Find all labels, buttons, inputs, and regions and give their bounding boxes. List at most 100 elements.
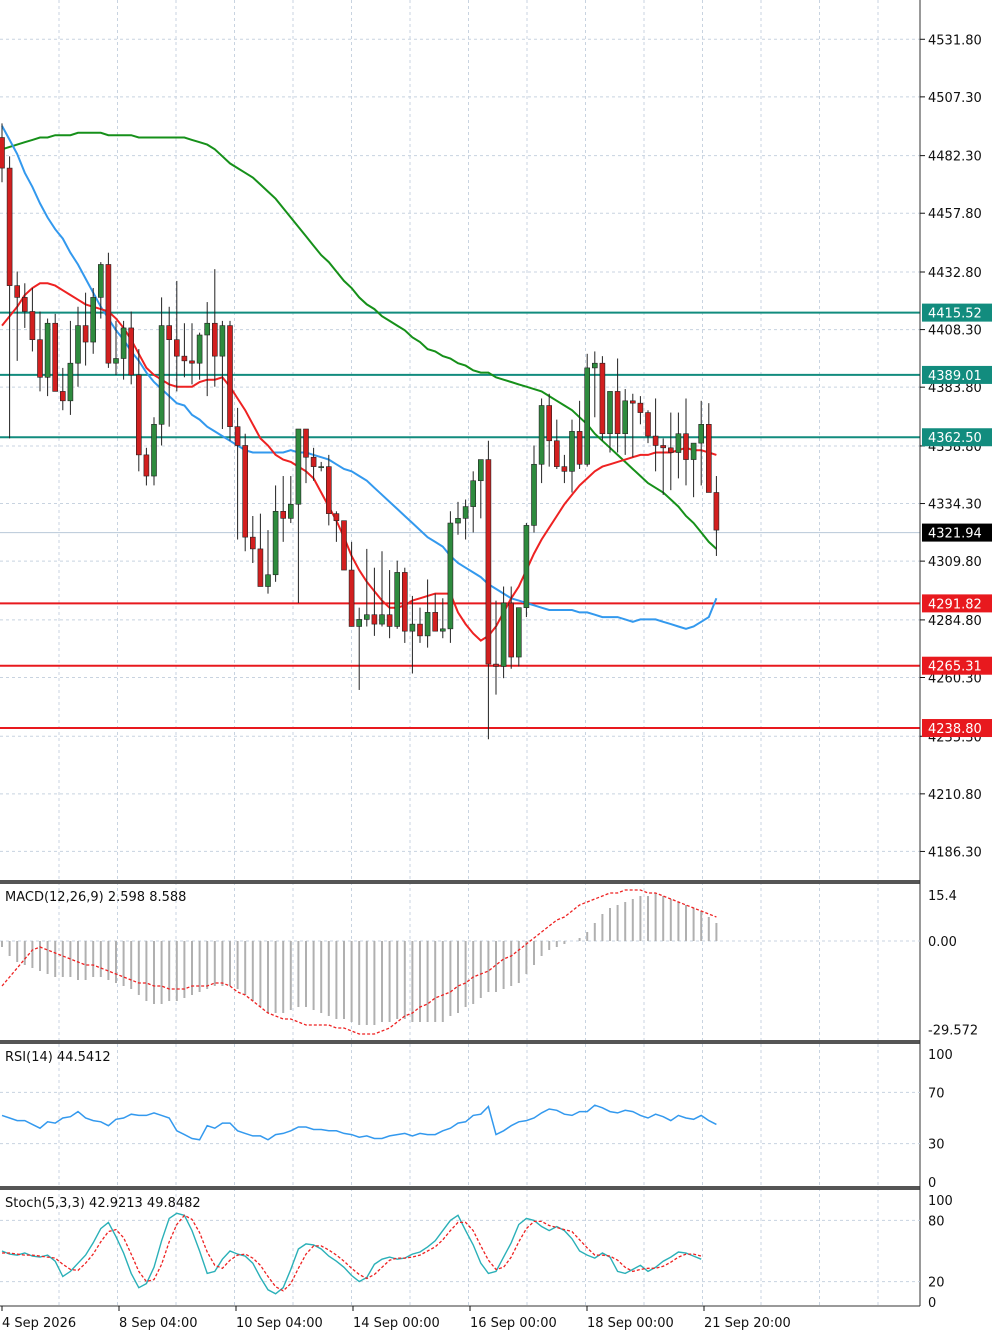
candle-body — [576, 431, 583, 465]
candle-body — [219, 325, 226, 357]
stoch-tick-label: 20 — [928, 1276, 945, 1291]
candle-body — [690, 442, 697, 460]
price-tick-label: 4432.80 — [928, 266, 982, 281]
level-tag — [922, 719, 992, 738]
macd-title: MACD(12,26,9) 2.598 8.588 — [5, 890, 186, 905]
level-tag-label: 4389.01 — [928, 369, 982, 384]
candle-body — [227, 325, 233, 427]
candle-body — [599, 362, 606, 435]
candle-body — [158, 325, 165, 425]
candle-body — [470, 480, 477, 507]
candle-body — [667, 447, 674, 453]
candle-body — [280, 510, 287, 519]
candle-body — [212, 322, 218, 357]
candle-body — [204, 322, 210, 336]
candle-body — [174, 339, 180, 357]
candle-body — [432, 612, 439, 632]
price-tick-label: 4309.80 — [928, 555, 982, 570]
current-price-label: 4321.94 — [928, 527, 982, 542]
stoch-d-line — [2, 1214, 702, 1292]
time-tick-label: 21 Sep 20:00 — [704, 1316, 791, 1331]
candle-body — [675, 433, 682, 453]
candle-body — [52, 322, 59, 392]
candle-body — [234, 426, 241, 446]
rsi-line — [1, 1104, 717, 1141]
candle-body — [713, 492, 720, 531]
panel-separator — [0, 1186, 920, 1190]
candle-body — [341, 520, 347, 571]
candle-body — [196, 334, 203, 364]
level-tag — [922, 428, 992, 447]
candle-body — [705, 424, 712, 493]
candle-body — [455, 518, 461, 524]
moving-averages — [1, 125, 718, 642]
candle-body — [166, 325, 172, 340]
candle-body — [660, 445, 667, 449]
indicator-panels: MACD(12,26,9) 2.598 8.588 15.4 0.00 -29.572… — [0, 0, 978, 1311]
candle-body — [553, 440, 560, 467]
macd-tick-label: -29.572 — [928, 1024, 978, 1039]
candle-body — [287, 503, 294, 519]
price-tick-label: 4210.80 — [928, 788, 982, 803]
ma-fast-line — [1, 282, 717, 642]
candle-body — [417, 623, 423, 637]
price-tick-label: 4334.30 — [928, 498, 982, 513]
macd-tick-label: 15.4 — [928, 889, 957, 904]
price-tick-label: 4457.80 — [928, 207, 982, 222]
price-tick-label: 4284.80 — [928, 614, 982, 629]
time-tick-label: 14 Sep 00:00 — [353, 1316, 440, 1331]
time-tick-label: 8 Sep 04:00 — [119, 1316, 198, 1331]
candle-body — [508, 602, 515, 658]
candle-body — [303, 428, 309, 458]
grid-lines — [0, 0, 920, 1306]
candle-body — [348, 569, 355, 627]
candle-body — [136, 374, 142, 456]
price-tick-label: 4531.80 — [928, 33, 982, 48]
panel-separator — [0, 880, 920, 884]
price-tick-label: 4482.30 — [928, 150, 982, 165]
candle-body — [189, 360, 195, 364]
candle-body — [485, 459, 492, 665]
candle-body — [371, 614, 378, 625]
candle-body — [447, 522, 454, 630]
panel-separator — [0, 1040, 920, 1044]
candle-body — [143, 454, 150, 477]
price-tick-label: 4383.80 — [928, 381, 982, 396]
time-axis: 4 Sep 2026 8 Sep 04:00 10 Sep 04:00 14 Sep … — [1, 1306, 791, 1331]
candle-body — [250, 536, 256, 550]
candle-body — [386, 614, 393, 627]
candle-body — [538, 405, 545, 465]
level-tag — [922, 656, 992, 675]
time-tick-label: 18 Sep 00:00 — [587, 1316, 674, 1331]
candle-body — [698, 424, 705, 444]
candle-body — [181, 355, 188, 362]
candle-body — [128, 327, 134, 376]
candle-body — [424, 612, 431, 637]
price-tick-label: 4186.30 — [928, 845, 982, 860]
macd-tick-label: 0.00 — [928, 935, 957, 950]
candle-body — [591, 362, 598, 369]
candle-body — [113, 358, 119, 364]
rsi-title: RSI(14) 44.5412 — [5, 1050, 111, 1065]
candle-body — [409, 623, 416, 632]
candle-body — [120, 327, 127, 359]
candle-body — [607, 391, 613, 435]
time-tick-label: 10 Sep 04:00 — [236, 1316, 323, 1331]
rsi-tick-label: 100 — [928, 1048, 953, 1063]
candle-body — [363, 614, 370, 620]
level-tag-label: 4291.82 — [928, 597, 982, 612]
candle-body — [356, 619, 363, 627]
rsi-tick-label: 70 — [928, 1086, 945, 1101]
candle-body — [82, 325, 89, 343]
candle-body — [493, 663, 499, 667]
candle-body — [21, 297, 28, 312]
candle-body — [6, 167, 13, 286]
candle-body — [531, 463, 537, 526]
candle-body — [614, 391, 621, 435]
level-tag-label: 4415.52 — [928, 307, 982, 322]
candle-body — [151, 424, 157, 477]
candle-body — [44, 322, 51, 378]
time-tick-label: 16 Sep 00:00 — [470, 1316, 557, 1331]
candle-body — [318, 466, 325, 468]
